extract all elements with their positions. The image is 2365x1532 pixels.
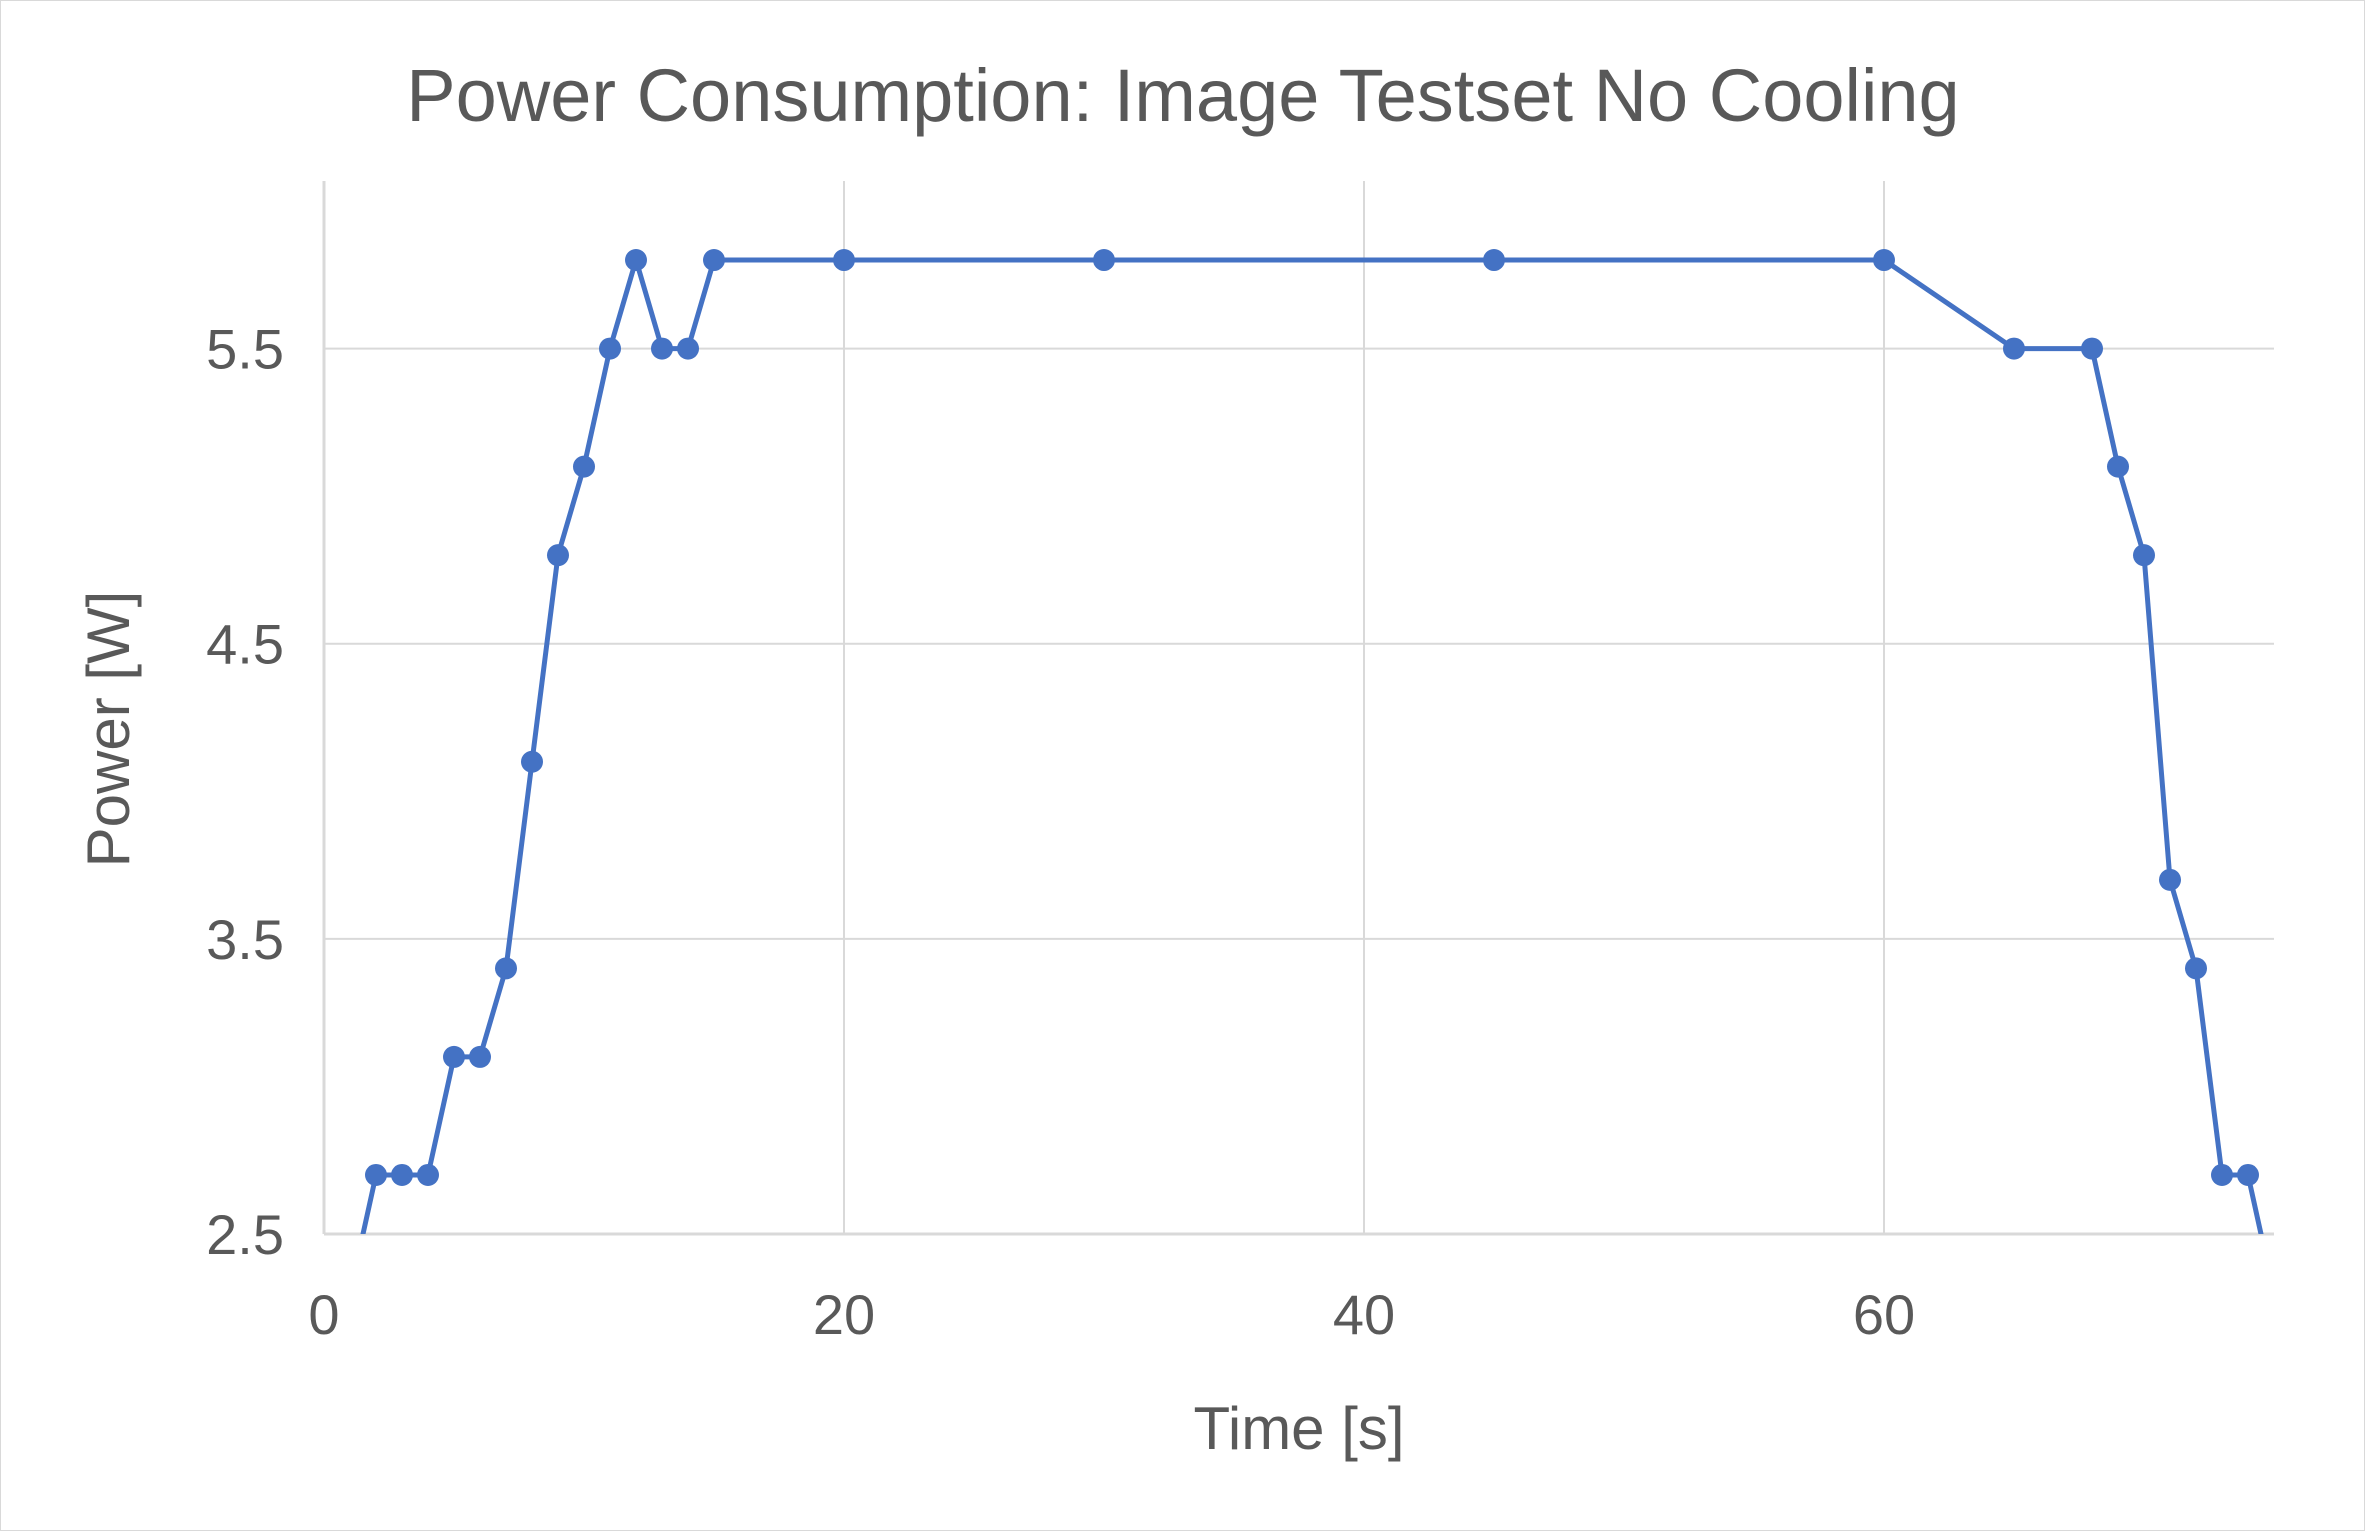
data-point: [547, 544, 569, 567]
data-point: [2003, 337, 2025, 360]
tick-labels: 2.5 3.5 4.5 5.5 0 20 40 60: [206, 318, 1915, 1346]
data-point: [651, 337, 673, 360]
data-point: [833, 249, 855, 272]
x-tick-label: 40: [1333, 1283, 1395, 1346]
data-point: [599, 337, 621, 360]
y-axis-label: Power [W]: [75, 591, 142, 868]
data-point: [625, 249, 647, 272]
data-point: [469, 1045, 491, 1068]
data-point: [2081, 337, 2103, 360]
data-point: [2133, 544, 2155, 567]
data-point: [365, 1163, 387, 1186]
y-tick-label: 4.5: [206, 613, 284, 676]
data-point: [1093, 249, 1115, 272]
data-point: [391, 1163, 413, 1186]
data-point: [677, 337, 699, 360]
x-tick-label: 0: [308, 1283, 339, 1346]
y-tick-label: 5.5: [206, 318, 284, 381]
data-point: [573, 455, 595, 478]
x-tick-label: 60: [1853, 1283, 1915, 1346]
series-power: [360, 249, 2264, 1234]
data-point: [2159, 868, 2181, 891]
data-point: [417, 1163, 439, 1186]
data-point: [1483, 249, 1505, 272]
data-point: [1873, 249, 1895, 272]
data-point: [495, 957, 517, 980]
y-tick-label: 3.5: [206, 908, 284, 971]
axes: [322, 181, 2274, 1236]
data-point: [703, 249, 725, 272]
x-tick-label: 20: [813, 1283, 875, 1346]
gridlines: [324, 181, 2274, 1234]
data-point: [2107, 455, 2129, 478]
data-point: [2237, 1163, 2259, 1186]
data-point: [2211, 1163, 2233, 1186]
series-line: [360, 257, 2264, 1234]
data-point: [521, 750, 543, 773]
data-point: [443, 1045, 465, 1068]
data-point: [2185, 957, 2207, 980]
chart-title: Power Consumption: Image Testset No Cool…: [406, 54, 1959, 137]
x-axis-label: Time [s]: [1193, 1395, 1404, 1462]
y-tick-label: 2.5: [206, 1203, 284, 1266]
